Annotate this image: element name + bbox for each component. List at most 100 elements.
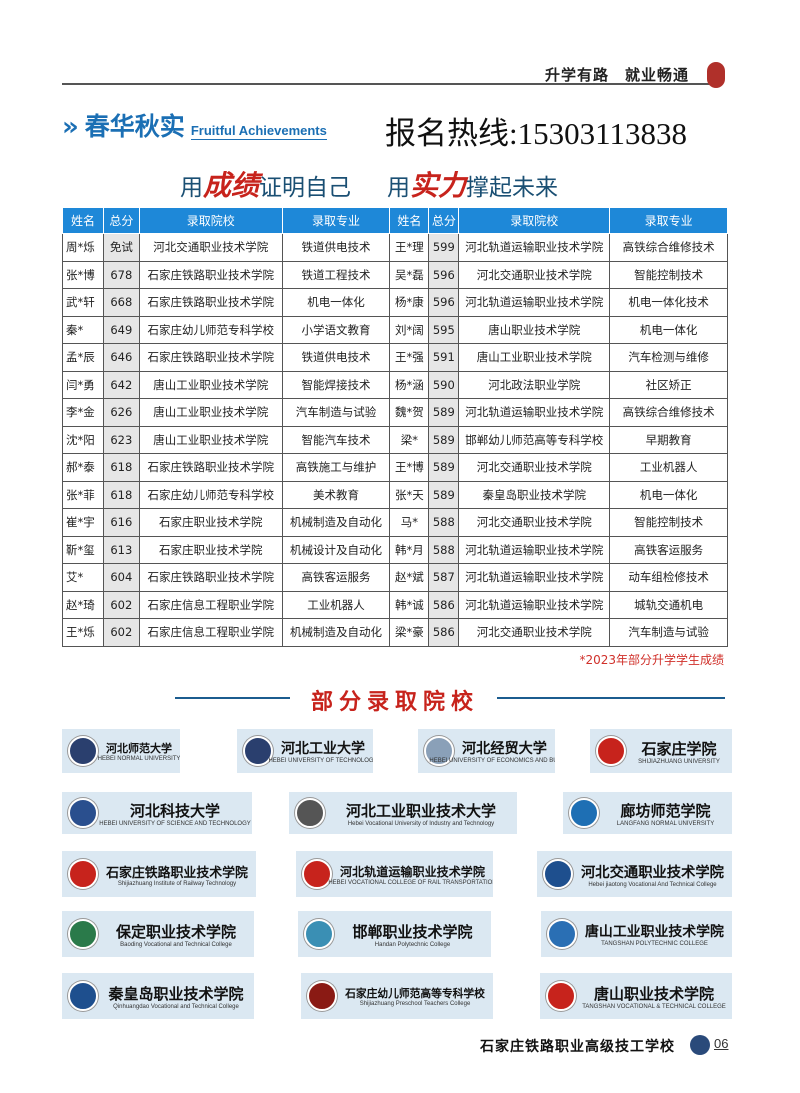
table-row: 周*烁 免试 河北交通职业技术学院 铁道供电技术 王*理 599 河北轨道运输职业技术学院高… [62,233,728,262]
school-name-cn: 河北轨道运输职业技术学院 [340,864,485,879]
total-score: 588 [428,508,460,537]
student-name: 王*强 [389,343,430,372]
slogan-part: 撑起未来 [466,175,559,201]
slogan-part: 证明自己 [259,175,352,201]
school-logo: 保定职业技术学院 Baoding Vocational and Technical… [62,911,254,957]
student-name: 张*菲 [62,480,104,509]
student-name: 艾* [62,563,104,592]
school-logo: 石家庄学院 SHIJIAZHUANG UNIVERSITY [590,729,732,773]
total-score: 678 [102,260,140,289]
table-row: 张*博 678 石家庄铁路职业技术学院 铁道工程技术 吴*磊 596 河北交通职业技术学院智… [62,260,728,289]
school-name-en: Hebei Vocational University of Industry … [347,820,495,827]
table-row: 崔*宇 616 石家庄职业技术学院 机械制造及自动化 马* 588 河北交通职业技术学院 智能… [62,508,728,537]
school-name-en: HEBEI VOCATIONAL COLLEGE OF RAIL TRANSPO… [328,879,493,886]
table-row: 张*菲 618 石家庄幼儿师范专科学校 美术教育 张*天 589 秦皇岛职业技术学院 机电一体… [62,480,728,509]
admitted-major: 铁道工程技术 [281,260,391,289]
admitted-school: 唐山工业职业技术学院 [138,398,283,427]
school-emblem-icon [68,859,98,889]
total-score: 587 [428,563,460,592]
school-name-cn: 保定职业技术学院 [115,922,236,941]
school-emblem-icon [543,859,573,889]
slogan-part: 用 [387,175,411,201]
school-name-cn: 河北交通职业技术学院 [581,864,724,881]
school-emblem-icon [295,798,325,828]
column-header: 录取专业 [609,207,728,234]
total-score: 595 [428,315,460,344]
student-name: 刘*阔 [389,315,430,344]
table-note: *2023年部分升学学生成绩 [579,653,724,667]
student-name: 崔*宇 [62,508,104,537]
page-number: 06 [714,1036,729,1051]
school-emblem-icon [68,798,98,828]
student-name: 闫*勇 [62,370,104,399]
school-name-en: SHIJIAZHUANG UNIVERSITY [638,758,720,765]
admitted-major: 智能控制技术 [609,260,728,289]
total-score: 613 [102,535,140,564]
table-header-row: 姓名 总分 录取院校 录取专业 姓名 总分 录取院校 录取专业 [62,207,728,234]
admitted-school: 石家庄信息工程职业学院 [138,618,283,647]
total-score: 649 [102,315,140,344]
column-header: 录取院校 [458,207,611,234]
admitted-major: 高铁客运服务 [281,563,391,592]
table-row: 靳*玺 613 石家庄职业技术学院 机械设计及自动化 韩*月 588 河北轨道运输职业技术学… [62,535,728,564]
total-score: 602 [102,618,140,647]
schools-title: 部分录取院校 [310,689,479,715]
admitted-major: 高铁综合维修技术 [609,398,728,427]
admitted-major: 机械制造及自动化 [281,508,391,537]
admitted-major: 社区矫正 [609,370,728,399]
student-name: 韩*月 [389,535,430,564]
admitted-major: 美术教育 [281,480,391,509]
seal-logo [707,62,725,88]
student-name: 靳*玺 [62,535,104,564]
school-name-cn: 河北工业大学 [281,741,365,757]
column-header: 姓名 [389,207,430,234]
admitted-school: 唐山职业技术学院 [458,315,611,344]
total-score: 589 [428,480,460,509]
school-name-cn: 秦皇岛职业技术学院 [108,984,244,1003]
table-row: 孟*辰 646 石家庄铁路职业技术学院 铁道供电技术 王*强 591 唐山工业职业技术学院汽… [62,343,728,372]
slogan-highlight: 实力 [410,169,467,202]
school-name-cn: 河北工业职业技术大学 [345,801,496,820]
admitted-major: 汽车制造与试验 [609,618,728,647]
school-name-cn: 石家庄铁路职业技术学院 [106,865,248,881]
hotline: 报名热线:15303113838 [385,116,687,151]
school-emblem-icon [690,1035,710,1055]
student-name: 马* [389,508,430,537]
admitted-school: 唐山工业职业技术学院 [458,343,611,372]
total-score: 589 [428,453,460,482]
admitted-major: 智能汽车技术 [281,425,391,454]
admitted-school: 石家庄幼儿师范专科学校 [138,480,283,509]
school-logo: 邯郸职业技术学院 Handan Polytechnic College [298,911,491,957]
student-name: 杨*康 [389,288,430,317]
admitted-major: 机电一体化 [609,315,728,344]
admitted-school: 石家庄铁路职业技术学院 [138,453,283,482]
admitted-major: 铁道供电技术 [281,343,391,372]
column-header: 录取专业 [281,207,391,234]
admitted-major: 工业机器人 [609,453,728,482]
total-score: 599 [428,233,460,262]
slogan-part: 用 [180,175,203,201]
student-name: 李*金 [62,398,104,427]
divider-right [497,697,725,699]
total-score: 616 [102,508,140,537]
school-name-cn: 廊坊师范学院 [620,801,711,820]
slogan: 用成绩证明自己 用实力撑起未来 [180,164,558,204]
school-emblem-icon [424,736,454,766]
admitted-school: 秦皇岛职业技术学院 [458,480,611,509]
admitted-school: 河北交通职业技术学院 [458,453,611,482]
admitted-major: 机械制造及自动化 [281,618,391,647]
admitted-major: 机械设计及自动化 [281,535,391,564]
table-row: 赵*琦 602 石家庄信息工程职业学院 工业机器人 韩*诚 586 河北轨道运输职业技术学院… [62,590,728,619]
school-name-cn: 河北师范大学 [106,742,172,755]
school-name-cn: 唐山工业职业技术学院 [585,924,724,940]
school-emblem-icon [68,981,98,1011]
student-name: 梁*豪 [389,618,430,647]
total-score: 586 [428,618,460,647]
admitted-school: 河北交通职业技术学院 [458,618,611,647]
title-english: Fruitful Achievements [190,123,327,140]
table-row: 郝*泰 618 石家庄铁路职业技术学院 高铁施工与维护 王*博 589 河北交通职业技术学院… [62,453,728,482]
admitted-school: 石家庄铁路职业技术学院 [138,563,283,592]
admitted-school: 石家庄职业技术学院 [138,508,283,537]
total-score: 590 [428,370,460,399]
admitted-major: 铁道供电技术 [281,233,391,262]
